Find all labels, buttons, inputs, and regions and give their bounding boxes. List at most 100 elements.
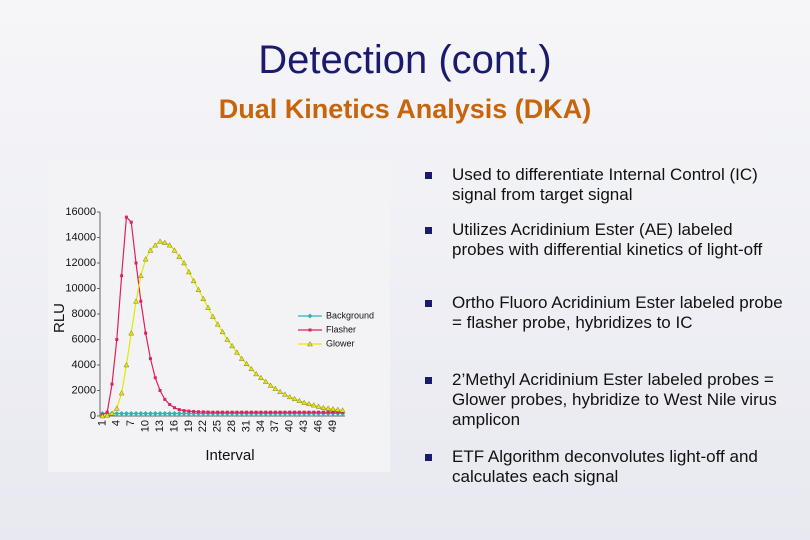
marker <box>278 410 282 414</box>
marker <box>307 313 313 319</box>
marker <box>286 394 293 400</box>
bullet: Used to differentiate Internal Control (… <box>425 165 785 205</box>
marker <box>200 295 207 301</box>
marker <box>225 410 229 414</box>
marker <box>253 371 259 377</box>
marker <box>283 410 287 414</box>
marker <box>152 242 159 248</box>
marker <box>153 376 157 380</box>
marker <box>163 397 167 401</box>
marker <box>143 410 149 416</box>
marker <box>216 410 220 414</box>
marker <box>243 360 250 366</box>
marker <box>262 378 269 384</box>
marker <box>307 341 313 347</box>
marker <box>238 355 245 361</box>
marker <box>172 406 176 410</box>
y-tick-label: 4000 <box>72 359 96 371</box>
marker <box>128 410 134 416</box>
marker <box>192 410 196 414</box>
marker <box>306 401 312 407</box>
marker <box>264 410 268 414</box>
bullet-text: Ortho Fluoro Acridinium Ester labeled pr… <box>452 293 783 332</box>
legend-label: Flasher <box>326 324 356 334</box>
slide-title: Detection (cont.) <box>258 38 552 82</box>
marker <box>158 389 162 392</box>
marker <box>110 382 114 386</box>
marker <box>235 410 239 414</box>
marker <box>144 331 148 335</box>
marker <box>277 388 283 394</box>
marker <box>269 410 273 414</box>
marker <box>325 405 331 411</box>
marker <box>181 260 187 266</box>
marker <box>258 374 264 380</box>
marker <box>166 242 173 248</box>
marker <box>330 406 336 412</box>
bullet: 2’Methyl Acridinium Ester labeled probes… <box>425 370 785 430</box>
x-tick-label: 43 <box>298 420 310 432</box>
x-tick-label: 13 <box>154 420 166 432</box>
marker <box>229 343 235 349</box>
marker <box>311 402 317 408</box>
marker <box>104 412 110 418</box>
marker <box>99 413 106 419</box>
marker <box>129 220 133 224</box>
marker <box>190 278 197 284</box>
marker <box>128 330 134 336</box>
marker <box>297 410 301 414</box>
x-tick-label: 16 <box>168 420 180 432</box>
marker <box>230 410 234 414</box>
bullet-text: Utilizes Acridinium Ester (AE) labeled p… <box>452 220 763 259</box>
x-tick-label: 46 <box>312 420 324 432</box>
marker <box>267 382 274 388</box>
bullet-marker <box>425 300 432 307</box>
marker <box>326 410 330 414</box>
marker <box>195 286 202 292</box>
marker <box>118 390 125 396</box>
x-axis-label: Interval <box>205 447 254 464</box>
marker <box>196 410 200 414</box>
marker <box>120 274 124 278</box>
marker <box>105 410 109 414</box>
marker <box>168 403 172 407</box>
y-tick-label: 12000 <box>65 257 96 269</box>
x-tick-label: 40 <box>284 420 296 432</box>
marker <box>234 349 240 355</box>
marker <box>142 256 149 262</box>
marker <box>248 366 255 371</box>
x-tick-label: 28 <box>226 420 238 432</box>
x-tick-label: 37 <box>269 420 281 432</box>
marker <box>171 247 178 253</box>
bullet-marker <box>425 377 432 384</box>
marker <box>176 253 183 259</box>
marker <box>221 410 224 414</box>
y-tick-label: 16000 <box>65 206 96 218</box>
legend-label: Glower <box>326 338 355 348</box>
marker <box>336 410 340 414</box>
marker <box>124 215 128 219</box>
marker <box>312 410 316 414</box>
marker <box>206 410 210 414</box>
marker <box>249 410 253 414</box>
marker <box>134 261 138 265</box>
marker <box>157 238 163 244</box>
marker <box>317 410 321 414</box>
y-tick-label: 0 <box>90 410 96 422</box>
marker <box>254 410 258 414</box>
marker <box>133 298 139 304</box>
marker <box>181 410 187 416</box>
marker <box>307 410 311 414</box>
marker <box>288 410 292 414</box>
marker <box>259 410 263 414</box>
bullet-marker <box>425 454 432 461</box>
x-tick-label: 34 <box>255 420 267 432</box>
marker <box>119 410 125 416</box>
marker <box>109 410 115 416</box>
chart-area <box>48 158 390 472</box>
marker <box>115 338 119 341</box>
marker <box>315 403 322 409</box>
marker <box>152 410 158 416</box>
marker <box>205 304 211 310</box>
